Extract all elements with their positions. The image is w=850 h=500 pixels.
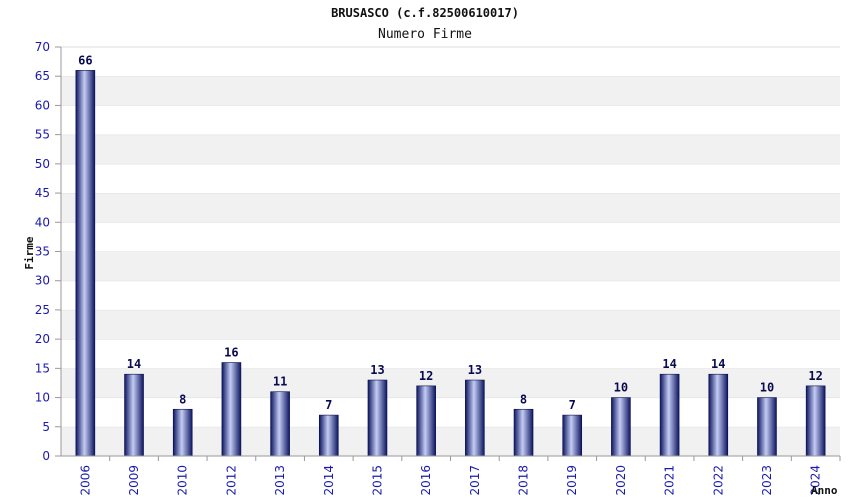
data-label-2020: 10	[614, 381, 628, 395]
x-tick-label-2024: 2024	[809, 465, 823, 496]
y-tick-label: 55	[35, 128, 50, 142]
y-tick-label: 60	[35, 98, 50, 112]
bar-2010	[172, 408, 193, 457]
grid-band	[61, 76, 840, 106]
bar-2024	[805, 385, 826, 457]
data-label-2022: 14	[711, 357, 725, 371]
y-tick-label: 35	[35, 245, 50, 259]
y-tick-label: 40	[35, 215, 50, 229]
grid-band	[61, 47, 840, 77]
grid-band	[61, 193, 840, 223]
x-tick-label-2023: 2023	[760, 465, 774, 496]
x-tick-label-2015: 2015	[370, 465, 384, 496]
y-tick-label: 45	[35, 186, 50, 200]
y-tick-label: 65	[35, 69, 50, 83]
bar-2013	[270, 391, 290, 457]
grid-band	[61, 309, 840, 340]
bar-2014	[318, 414, 339, 457]
x-tick-label-2006: 2006	[78, 465, 92, 496]
y-tick-label: 15	[35, 361, 50, 375]
y-axis-label: Firme	[23, 236, 36, 269]
x-tick-label-2022: 2022	[711, 465, 725, 496]
data-label-2015: 13	[370, 363, 384, 377]
bar-2012	[221, 362, 242, 457]
x-tick-label-2013: 2013	[273, 465, 287, 496]
x-axis-ticks: 2006 2009 2010 2012 2013 2014 2015 2016 2017 2018…	[78, 456, 841, 496]
grid-band	[61, 280, 840, 310]
data-label-2012: 16	[224, 346, 238, 360]
x-tick-label-2014: 2014	[322, 465, 336, 496]
bar-2016	[416, 385, 436, 457]
bar-2021	[659, 373, 680, 457]
y-tick-label: 5	[42, 420, 50, 434]
y-tick-label: 20	[35, 332, 50, 346]
bar-2023	[757, 397, 777, 457]
bar-2009	[124, 373, 144, 457]
chart-subtitle: Numero Firme	[378, 27, 472, 42]
bar-2015	[367, 379, 388, 457]
grid-band	[61, 251, 840, 281]
data-label-2021: 14	[662, 357, 676, 371]
x-tick-label-2020: 2020	[614, 465, 628, 496]
bars: 66 14 8 16 11 7 13 12 13 8 7 10 14 14 10 12	[75, 53, 826, 457]
y-tick-label: 70	[35, 40, 50, 54]
data-label-2013: 11	[273, 375, 287, 389]
grid-band	[61, 163, 840, 194]
y-tick-label: 25	[35, 303, 50, 317]
data-label-2017: 13	[468, 363, 482, 377]
x-tick-label-2012: 2012	[224, 465, 238, 496]
x-tick-label-2010: 2010	[176, 465, 190, 496]
bar-2019	[562, 414, 583, 457]
data-label-2024: 12	[808, 369, 822, 383]
grid-band	[61, 134, 840, 164]
y-tick-label: 10	[35, 391, 50, 405]
bar-2017	[465, 379, 485, 457]
chart-title: BRUSASCO (c.f.82500610017)	[331, 6, 519, 20]
x-tick-label-2018: 2018	[517, 465, 531, 496]
bar-2018	[513, 408, 534, 457]
bar-2022	[708, 373, 729, 457]
y-tick-label: 0	[42, 449, 50, 463]
x-tick-label-2009: 2009	[127, 465, 141, 496]
y-tick-label: 50	[35, 157, 50, 171]
grid-band	[61, 222, 840, 252]
y-tick-label: 30	[35, 274, 50, 288]
bar-2020	[611, 397, 631, 457]
bar-2006	[75, 70, 96, 457]
grid-band	[61, 105, 840, 135]
data-label-2019: 7	[569, 398, 576, 412]
data-label-2018: 8	[520, 392, 527, 406]
y-axis-ticks: 0 5 10 15 20 25 30 35 40 45 50 55 60 65 70	[35, 40, 61, 463]
data-label-2016: 12	[419, 369, 433, 383]
data-label-2009: 14	[127, 357, 141, 371]
data-label-2023: 10	[760, 381, 774, 395]
x-axis-label: Anno	[811, 484, 838, 497]
grid-bands	[61, 46, 840, 456]
data-label-2010: 8	[179, 392, 186, 406]
x-tick-label-2017: 2017	[468, 465, 482, 496]
x-tick-label-2016: 2016	[419, 465, 433, 496]
data-label-2006: 66	[78, 53, 92, 67]
x-tick-label-2021: 2021	[663, 465, 677, 496]
data-label-2014: 7	[325, 398, 332, 412]
grid-band	[61, 339, 840, 369]
x-tick-label-2019: 2019	[565, 465, 579, 496]
